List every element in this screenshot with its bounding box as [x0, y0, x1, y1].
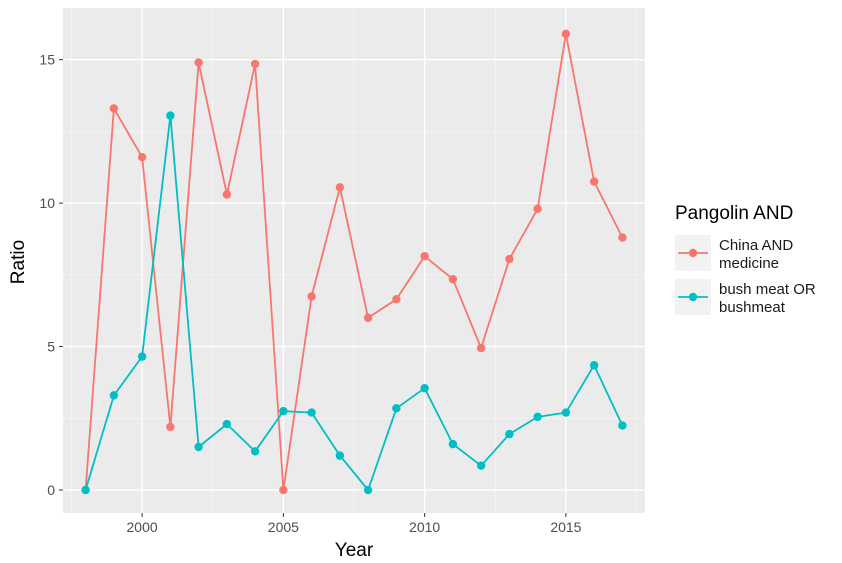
data-point — [476, 461, 486, 470]
data-point — [420, 383, 429, 393]
y-tick-label: 10 — [39, 195, 55, 211]
data-point — [363, 485, 373, 495]
legend: Pangolin AND China AND medicine bush meat … — [675, 203, 816, 316]
data-point — [279, 406, 288, 416]
data-point — [618, 421, 627, 430]
data-point — [109, 104, 119, 113]
data-point — [222, 419, 232, 429]
data-point — [561, 29, 571, 39]
x-tick-label: 2005 — [268, 519, 299, 535]
data-point — [81, 485, 90, 495]
x-axis-title: Year — [335, 540, 374, 561]
series-layer — [81, 29, 627, 495]
data-point — [618, 233, 627, 242]
series-1 — [81, 111, 627, 495]
data-point — [307, 408, 316, 417]
x-tick-label: 2010 — [409, 519, 440, 535]
legend-label: China AND medicine — [719, 237, 793, 272]
data-point — [476, 343, 486, 353]
y-tick-label: 15 — [39, 52, 55, 68]
data-point — [307, 292, 316, 301]
major-gridlines — [63, 8, 645, 513]
legend-key-point — [688, 292, 698, 302]
data-point — [392, 295, 401, 304]
data-point — [137, 153, 147, 162]
data-point — [420, 251, 429, 261]
data-point — [392, 404, 401, 413]
data-point — [533, 412, 542, 422]
data-point — [363, 313, 373, 323]
data-point — [561, 408, 571, 417]
y-tick-label: 5 — [47, 339, 55, 355]
data-point — [137, 352, 147, 361]
data-point — [589, 177, 599, 186]
data-point — [505, 429, 514, 439]
data-point — [279, 485, 288, 495]
legend-key-point — [688, 248, 698, 258]
x-axis: 2000 2005 2010 2015 — [127, 513, 582, 535]
data-point — [109, 391, 119, 400]
data-point — [222, 190, 232, 199]
minor-gridlines — [63, 8, 645, 513]
series-line — [84, 32, 624, 491]
data-point — [448, 274, 458, 284]
data-point — [250, 59, 260, 69]
data-point — [166, 422, 175, 432]
data-point — [194, 58, 203, 67]
data-point — [505, 254, 514, 264]
data-point — [166, 111, 175, 120]
y-tick-label: 0 — [47, 482, 55, 498]
series-0 — [81, 29, 627, 495]
series-line — [84, 114, 624, 491]
data-point — [194, 442, 203, 452]
y-axis: 0 5 10 15 — [39, 52, 63, 498]
data-point — [533, 204, 542, 214]
legend-label: bush meat OR bushmeat — [719, 281, 816, 316]
y-axis-title: Ratio — [8, 240, 29, 284]
data-point — [448, 439, 458, 449]
data-point — [589, 361, 599, 370]
x-tick-label: 2015 — [550, 519, 581, 535]
legend-title: Pangolin AND — [675, 203, 793, 224]
data-point — [335, 451, 345, 460]
data-point — [250, 447, 260, 456]
data-point — [335, 183, 345, 192]
x-tick-label: 2000 — [127, 519, 158, 535]
